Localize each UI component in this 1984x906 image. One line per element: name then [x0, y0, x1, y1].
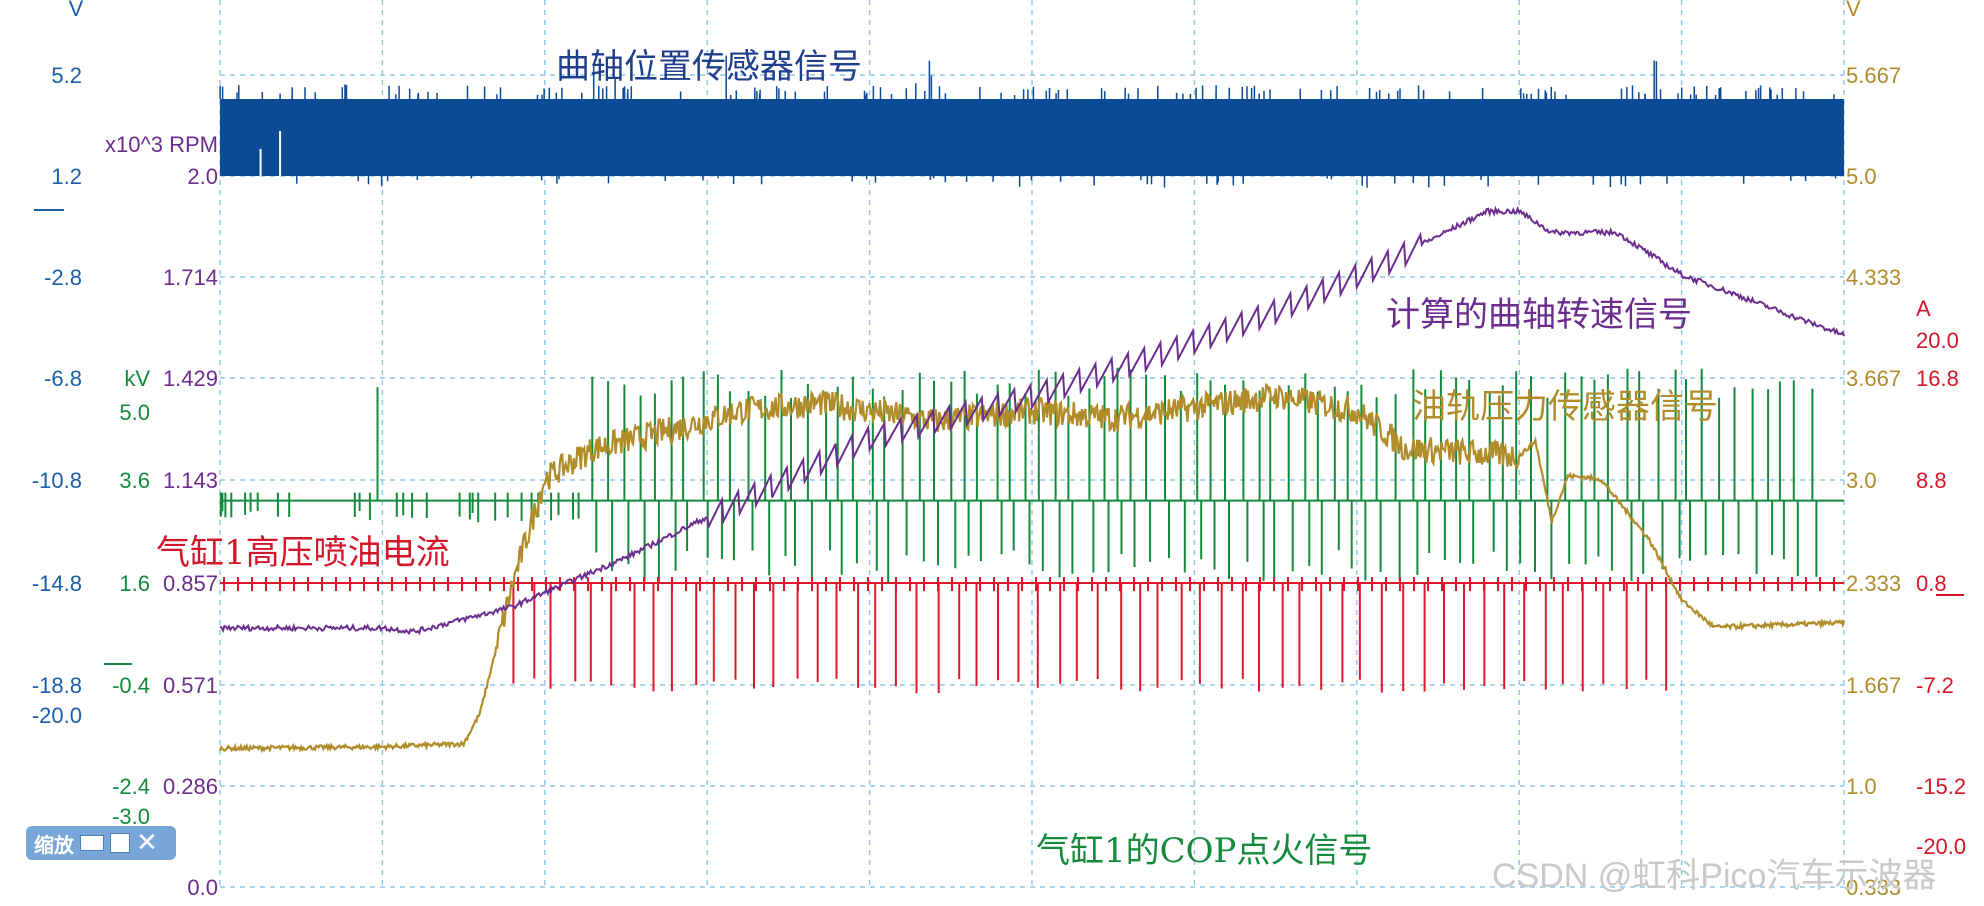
- label-crank-speed: 计算的曲轴转速信号: [1386, 295, 1692, 335]
- tick-label-amp: -20.0: [1916, 834, 1966, 859]
- tick-label-rpm: 0.286: [163, 774, 218, 799]
- tick-label-v-right: 4.333: [1846, 265, 1901, 290]
- tick-label-v-left: -18.8: [32, 673, 82, 698]
- series-crankshaft-position-spikes: [219, 55, 1837, 188]
- tick-label-rpm: 0.0: [187, 875, 218, 900]
- tick-label-rpm: 0.857: [163, 571, 218, 596]
- traces: [218, 55, 1846, 754]
- series-crankshaft-position-band: [220, 99, 1844, 176]
- zoom-minimize-button[interactable]: [80, 835, 104, 851]
- tick-label-kv: -3.0: [112, 804, 150, 829]
- tick-label-amp: -15.2: [1916, 774, 1966, 799]
- tick-label-rpm: 1.714: [163, 265, 218, 290]
- axis-unit-amp: A: [1916, 296, 1931, 321]
- tick-label-v-left: -2.8: [44, 265, 82, 290]
- zoom-toolbar[interactable]: 缩放 ✕: [26, 826, 176, 860]
- tick-label-v-right: 3.0: [1846, 468, 1877, 493]
- tick-label-v-right: 1.667: [1846, 673, 1901, 698]
- tick-label-kv: -2.4: [112, 774, 150, 799]
- tick-label-v-left: -10.8: [32, 468, 82, 493]
- tick-label-rpm: 0.571: [163, 673, 218, 698]
- tick-label-rpm: 1.429: [163, 366, 218, 391]
- series-injector-current-trace: [220, 577, 1844, 694]
- tick-label-v-right: 5.667: [1846, 63, 1901, 88]
- tick-label-amp: 16.8: [1916, 366, 1959, 391]
- label-injector-current: 气缸1高压喷油电流: [156, 533, 450, 573]
- close-icon[interactable]: ✕: [136, 828, 158, 858]
- axis-unit-kv: kV: [124, 366, 150, 391]
- tick-label-v-left: -20.0: [32, 703, 82, 728]
- axis-unit-rpm: x10^3 RPM: [105, 132, 218, 157]
- axis-unit-v-left: V: [69, 0, 84, 21]
- tick-label-kv: 1.6: [119, 571, 150, 596]
- tick-label-v-right: 0.333: [1846, 875, 1901, 900]
- tick-label-amp: 20.0: [1916, 328, 1959, 353]
- tick-label-v-right: 2.333: [1846, 571, 1901, 596]
- tick-label-amp: -7.2: [1916, 673, 1954, 698]
- axis-unit-v-right: V: [1846, 0, 1861, 21]
- series-cop-ignition-trace: [219, 367, 1844, 583]
- tick-label-v-left: -6.8: [44, 366, 82, 391]
- axes: V 5.2 1.2 -2.8 -6.8 -10.8 -14.8 -18.8 -20.0 x10^3…: [32, 0, 1966, 900]
- zoom-restore-button[interactable]: [110, 833, 130, 853]
- tick-label-v-right: 3.667: [1846, 366, 1901, 391]
- zoom-label: 缩放: [34, 832, 74, 857]
- series-crank-speed-trace: [219, 205, 1845, 636]
- tick-label-v-left: 5.2: [51, 63, 82, 88]
- watermark: CSDN @虹科Pico汽车示波器: [1492, 857, 1937, 895]
- tick-label-v-left: 1.2: [51, 164, 82, 189]
- tick-label-amp: 8.8: [1916, 468, 1947, 493]
- tick-label-rpm: 1.143: [163, 468, 218, 493]
- tick-label-kv: 5.0: [119, 400, 150, 425]
- series-rail-pressure-trace: [218, 382, 1846, 754]
- label-crankshaft-position: 曲轴位置传感器信号: [556, 47, 862, 87]
- tick-label-v-right: 1.0: [1846, 774, 1877, 799]
- label-rail-pressure: 油轨压力传感器信号: [1412, 387, 1718, 427]
- tick-label-v-right: 5.0: [1846, 164, 1877, 189]
- label-cop-ignition: 气缸1的COP点火信号: [1036, 831, 1372, 871]
- tick-label-kv: 3.6: [119, 468, 150, 493]
- tick-label-v-left: -14.8: [32, 571, 82, 596]
- tick-label-kv: -0.4: [112, 673, 150, 698]
- tick-label-amp: 0.8: [1916, 571, 1947, 596]
- tick-label-rpm: 2.0: [187, 164, 218, 189]
- series-labels: 曲轴位置传感器信号计算的曲轴转速信号油轨压力传感器信号气缸1高压喷油电流气缸1的…: [156, 47, 1718, 871]
